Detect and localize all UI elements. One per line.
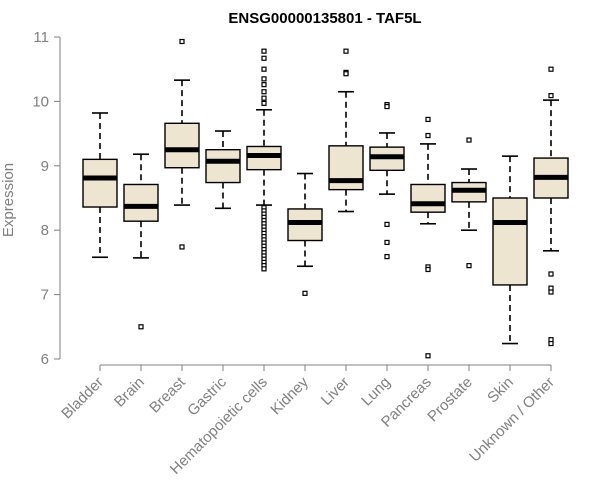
outlier-point bbox=[261, 76, 267, 82]
y-axis: 6 7 8 9 10 11 bbox=[32, 29, 61, 368]
box-iqr bbox=[492, 197, 528, 286]
box-iqr bbox=[164, 122, 200, 169]
outlier-point bbox=[384, 239, 390, 246]
outlier-point bbox=[466, 263, 472, 269]
outlier-point bbox=[179, 244, 185, 250]
outlier-point bbox=[343, 71, 349, 77]
outlier-point bbox=[384, 103, 390, 110]
outlier-point bbox=[261, 266, 267, 272]
box-group bbox=[369, 102, 405, 260]
outlier-point bbox=[179, 38, 185, 45]
box-group bbox=[164, 38, 200, 250]
box-iqr bbox=[123, 183, 159, 222]
x-tick-label: Kidney bbox=[267, 373, 312, 418]
outlier-point bbox=[343, 48, 349, 54]
outlier-point bbox=[261, 100, 267, 106]
y-tick-label: 11 bbox=[33, 29, 49, 46]
outlier-point bbox=[261, 66, 267, 72]
outlier-point bbox=[425, 353, 431, 359]
box-group bbox=[205, 130, 241, 210]
outlier-point bbox=[384, 221, 390, 228]
outlier-point bbox=[425, 266, 431, 273]
outlier-point bbox=[425, 116, 431, 123]
outlier-point bbox=[548, 271, 554, 277]
box-iqr bbox=[410, 183, 446, 213]
box-group bbox=[246, 48, 282, 272]
outlier-point bbox=[261, 95, 267, 101]
outlier-point bbox=[261, 48, 267, 54]
box-group bbox=[492, 155, 528, 345]
x-tick-label: Bladder bbox=[58, 374, 107, 423]
box-series bbox=[82, 38, 569, 359]
outlier-point bbox=[261, 89, 267, 95]
box-group bbox=[287, 172, 323, 296]
box-iqr bbox=[82, 158, 118, 208]
outlier-point bbox=[138, 324, 144, 330]
y-tick-label: 10 bbox=[32, 93, 49, 110]
chart-title: ENSG00000135801 - TAF5L bbox=[228, 10, 421, 27]
outlier-point bbox=[302, 290, 308, 296]
box-group bbox=[451, 137, 487, 269]
x-tick-label: Prostate bbox=[424, 374, 476, 426]
y-axis-label: Expression bbox=[0, 163, 17, 237]
outlier-point bbox=[548, 289, 554, 295]
outlier-point bbox=[425, 132, 431, 139]
x-tick-label: Breast bbox=[146, 373, 189, 416]
box-iqr bbox=[246, 145, 282, 171]
outlier-point bbox=[261, 55, 267, 61]
x-tick-label: Liver bbox=[318, 374, 353, 409]
outlier-point bbox=[548, 93, 554, 99]
box-group bbox=[123, 153, 159, 330]
box-group bbox=[82, 112, 118, 259]
box-group bbox=[328, 48, 364, 213]
box-iqr bbox=[205, 148, 241, 184]
outlier-point bbox=[384, 254, 390, 260]
y-tick-label: 7 bbox=[41, 287, 49, 304]
outlier-point bbox=[466, 137, 472, 143]
y-tick-label: 6 bbox=[41, 351, 49, 368]
outlier-point bbox=[548, 66, 554, 72]
outlier-point bbox=[548, 340, 554, 347]
outlier-point bbox=[261, 82, 267, 88]
x-tick-label: Skin bbox=[484, 374, 517, 407]
y-tick-label: 9 bbox=[41, 158, 49, 175]
y-tick-label: 8 bbox=[41, 222, 49, 239]
box-group bbox=[533, 66, 569, 347]
x-tick-label: Brain bbox=[111, 374, 148, 411]
x-tick-label: Lung bbox=[358, 374, 394, 410]
box-group bbox=[410, 116, 446, 359]
